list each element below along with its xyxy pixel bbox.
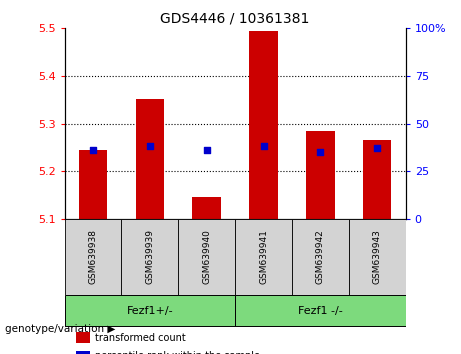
Point bbox=[260, 144, 267, 149]
Bar bbox=[235, 295, 406, 326]
Text: genotype/variation ▶: genotype/variation ▶ bbox=[5, 324, 115, 333]
Text: GSM639941: GSM639941 bbox=[259, 229, 268, 284]
Bar bbox=[306, 131, 335, 219]
Text: GSM639943: GSM639943 bbox=[373, 229, 382, 284]
Bar bbox=[121, 219, 178, 295]
Point bbox=[146, 144, 154, 149]
Text: Fezf1+/-: Fezf1+/- bbox=[126, 306, 173, 315]
Bar bbox=[193, 198, 221, 219]
Bar bbox=[77, 351, 90, 354]
Bar bbox=[65, 219, 121, 295]
Point bbox=[317, 149, 324, 155]
Bar bbox=[178, 219, 235, 295]
Text: GSM639939: GSM639939 bbox=[145, 229, 154, 284]
Text: Fezf1 -/-: Fezf1 -/- bbox=[298, 306, 343, 315]
Title: GDS4446 / 10361381: GDS4446 / 10361381 bbox=[160, 12, 310, 26]
Bar bbox=[65, 295, 235, 326]
Bar bbox=[235, 219, 292, 295]
Bar bbox=[292, 219, 349, 295]
Bar bbox=[77, 332, 90, 343]
Point bbox=[89, 147, 97, 153]
Bar bbox=[349, 219, 406, 295]
Bar bbox=[363, 140, 391, 219]
Bar bbox=[249, 31, 278, 219]
Point bbox=[203, 147, 210, 153]
Bar bbox=[79, 150, 107, 219]
Text: transformed count: transformed count bbox=[95, 332, 186, 343]
Text: GSM639940: GSM639940 bbox=[202, 229, 211, 284]
Bar bbox=[136, 99, 164, 219]
Text: GSM639938: GSM639938 bbox=[89, 229, 97, 284]
Text: GSM639942: GSM639942 bbox=[316, 229, 325, 284]
Point bbox=[373, 145, 381, 151]
Text: percentile rank within the sample: percentile rank within the sample bbox=[95, 351, 260, 354]
